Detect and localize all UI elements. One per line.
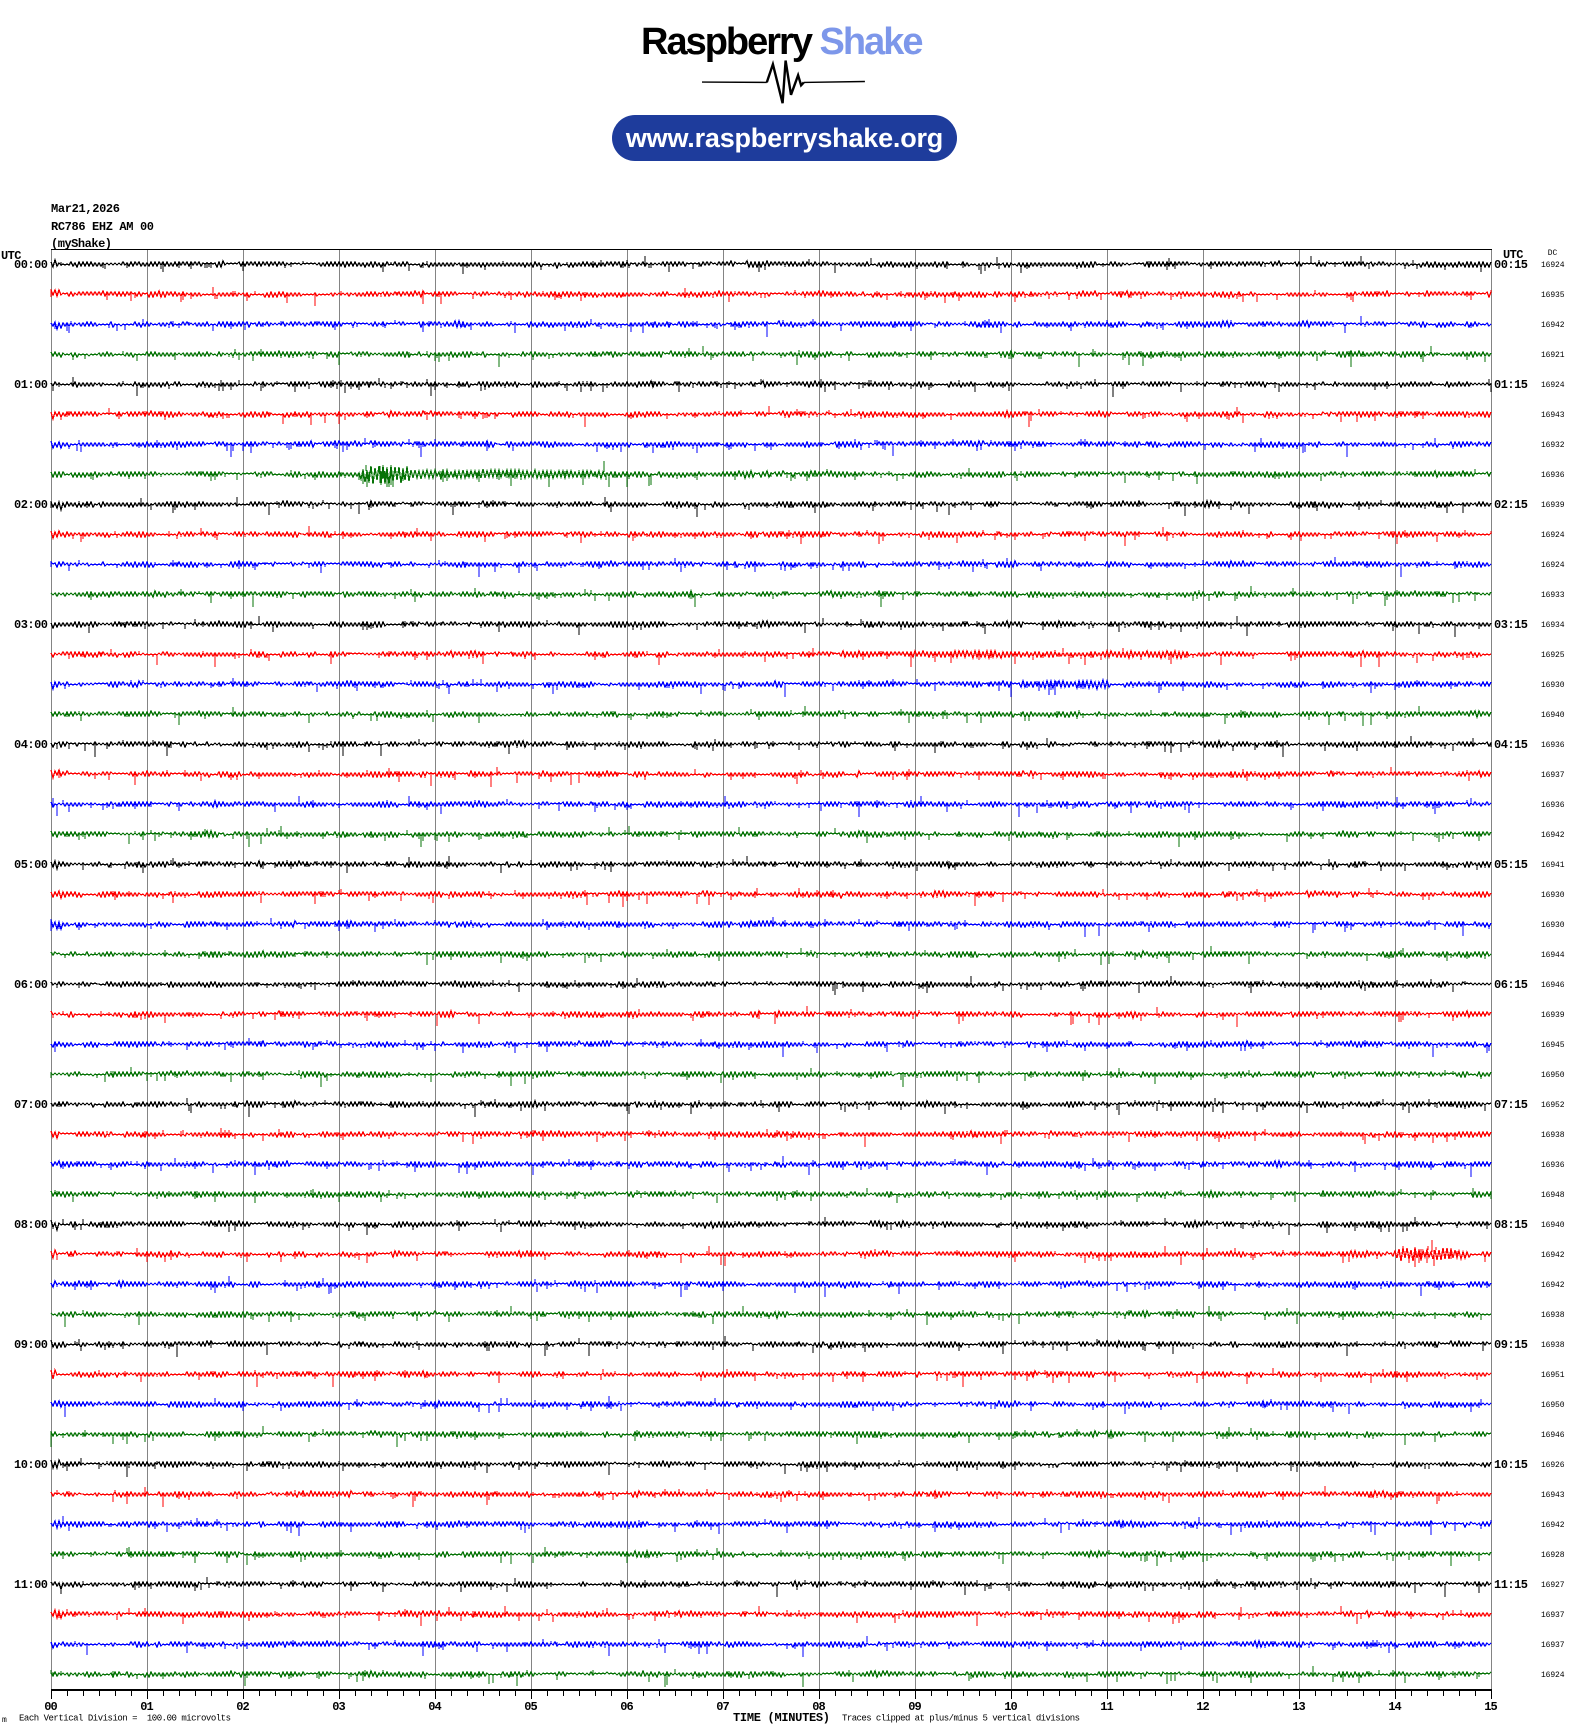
svg-text:16938: 16938	[1541, 1131, 1565, 1140]
svg-text:16950: 16950	[1541, 1401, 1565, 1410]
svg-text:16945: 16945	[1541, 1041, 1565, 1050]
svg-text:16936: 16936	[1541, 801, 1565, 810]
svg-text:16924: 16924	[1541, 531, 1565, 540]
svg-text:05: 05	[524, 1700, 538, 1714]
svg-text:16951: 16951	[1541, 1371, 1565, 1380]
svg-text:m: m	[2, 1716, 7, 1725]
svg-text:16934: 16934	[1541, 621, 1565, 630]
svg-text:10: 10	[1004, 1700, 1018, 1714]
svg-text:16942: 16942	[1541, 1251, 1565, 1260]
svg-text:16930: 16930	[1541, 891, 1565, 900]
svg-text:13: 13	[1292, 1700, 1306, 1714]
svg-text:03:15: 03:15	[1494, 618, 1528, 632]
svg-text:16936: 16936	[1541, 741, 1565, 750]
svg-text:00:15: 00:15	[1494, 258, 1528, 272]
svg-text:11:00: 11:00	[14, 1578, 48, 1592]
svg-text:16944: 16944	[1541, 951, 1565, 960]
svg-text:16942: 16942	[1541, 831, 1565, 840]
svg-text:10:15: 10:15	[1494, 1458, 1528, 1472]
svg-text:16937: 16937	[1541, 1611, 1565, 1620]
svg-text:01:15: 01:15	[1494, 378, 1528, 392]
svg-text:15: 15	[1484, 1700, 1498, 1714]
svg-text:16932: 16932	[1541, 441, 1565, 450]
svg-text:16926: 16926	[1541, 1461, 1565, 1470]
svg-text:16939: 16939	[1541, 501, 1565, 510]
svg-text:16936: 16936	[1541, 471, 1565, 480]
svg-text:16950: 16950	[1541, 1071, 1565, 1080]
svg-text:02:00: 02:00	[14, 498, 48, 512]
svg-text:16933: 16933	[1541, 591, 1565, 600]
svg-text:16942: 16942	[1541, 1281, 1565, 1290]
svg-text:16942: 16942	[1541, 1521, 1565, 1530]
svg-text:16924: 16924	[1541, 1671, 1565, 1680]
svg-text:12: 12	[1196, 1700, 1210, 1714]
svg-text:07:15: 07:15	[1494, 1098, 1528, 1112]
svg-text:16938: 16938	[1541, 1341, 1565, 1350]
svg-text:UTC: UTC	[1, 249, 22, 263]
svg-text:DC: DC	[1548, 249, 1558, 258]
svg-text:16937: 16937	[1541, 1641, 1565, 1650]
svg-text:UTC: UTC	[1503, 248, 1524, 262]
svg-text:08:15: 08:15	[1494, 1218, 1528, 1232]
svg-text:16943: 16943	[1541, 1491, 1565, 1500]
svg-text:06:00: 06:00	[14, 978, 48, 992]
svg-text:16946: 16946	[1541, 1431, 1565, 1440]
svg-text:Each Vertical Division = 100.: Each Vertical Division = 100.00 microvol…	[19, 1714, 231, 1724]
svg-text:01:00: 01:00	[14, 378, 48, 392]
svg-text:16930: 16930	[1541, 921, 1565, 930]
svg-text:16943: 16943	[1541, 411, 1565, 420]
svg-text:09: 09	[908, 1700, 922, 1714]
svg-text:06: 06	[620, 1700, 634, 1714]
svg-text:Traces clipped at plus/minus 5: Traces clipped at plus/minus 5 vertical …	[842, 1714, 1080, 1724]
svg-text:16924: 16924	[1541, 561, 1565, 570]
svg-text:05:00: 05:00	[14, 858, 48, 872]
svg-text:16940: 16940	[1541, 1221, 1565, 1230]
svg-text:(myShake): (myShake)	[51, 237, 112, 251]
svg-text:07: 07	[716, 1700, 730, 1714]
svg-text:Mar21,2026: Mar21,2026	[51, 202, 120, 216]
svg-text:16925: 16925	[1541, 651, 1565, 660]
svg-text:16924: 16924	[1541, 381, 1565, 390]
svg-text:16952: 16952	[1541, 1101, 1565, 1110]
svg-text:04: 04	[428, 1700, 442, 1714]
svg-text:08: 08	[812, 1700, 826, 1714]
svg-text:03:00: 03:00	[14, 618, 48, 632]
svg-text:08:00: 08:00	[14, 1218, 48, 1232]
svg-text:02: 02	[236, 1700, 250, 1714]
svg-text:00:00: 00:00	[14, 258, 48, 272]
svg-text:14: 14	[1388, 1700, 1402, 1714]
svg-text:00: 00	[44, 1700, 58, 1714]
svg-text:09:15: 09:15	[1494, 1338, 1528, 1352]
svg-text:01: 01	[140, 1700, 154, 1714]
svg-text:09:00: 09:00	[14, 1338, 48, 1352]
svg-text:16928: 16928	[1541, 1551, 1565, 1560]
svg-text:16948: 16948	[1541, 1191, 1565, 1200]
svg-text:05:15: 05:15	[1494, 858, 1528, 872]
svg-text:16942: 16942	[1541, 321, 1565, 330]
svg-text:06:15: 06:15	[1494, 978, 1528, 992]
svg-text:16930: 16930	[1541, 681, 1565, 690]
svg-text:16938: 16938	[1541, 1311, 1565, 1320]
svg-text:16940: 16940	[1541, 711, 1565, 720]
svg-text:TIME (MINUTES): TIME (MINUTES)	[733, 1711, 830, 1725]
svg-text:11:15: 11:15	[1494, 1578, 1528, 1592]
svg-text:16927: 16927	[1541, 1581, 1565, 1590]
svg-text:07:00: 07:00	[14, 1098, 48, 1112]
svg-text:16937: 16937	[1541, 771, 1565, 780]
svg-text:16941: 16941	[1541, 861, 1565, 870]
svg-text:16921: 16921	[1541, 351, 1565, 360]
svg-text:02:15: 02:15	[1494, 498, 1528, 512]
svg-text:16936: 16936	[1541, 1161, 1565, 1170]
svg-text:04:00: 04:00	[14, 738, 48, 752]
svg-text:16924: 16924	[1541, 261, 1565, 270]
svg-text:16946: 16946	[1541, 981, 1565, 990]
svg-text:11: 11	[1100, 1700, 1114, 1714]
svg-text:16935: 16935	[1541, 291, 1565, 300]
svg-text:04:15: 04:15	[1494, 738, 1528, 752]
svg-text:16939: 16939	[1541, 1011, 1565, 1020]
svg-text:03: 03	[332, 1700, 346, 1714]
svg-text:RC786 EHZ AM 00: RC786 EHZ AM 00	[51, 220, 154, 234]
svg-text:10:00: 10:00	[14, 1458, 48, 1472]
